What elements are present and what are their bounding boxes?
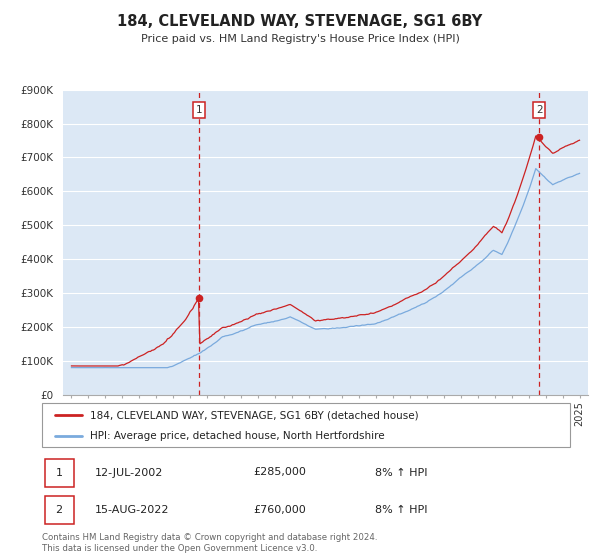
Text: 8% ↑ HPI: 8% ↑ HPI — [374, 468, 427, 478]
Text: £285,000: £285,000 — [253, 468, 306, 478]
Text: This data is licensed under the Open Government Licence v3.0.: This data is licensed under the Open Gov… — [42, 544, 317, 553]
Text: 184, CLEVELAND WAY, STEVENAGE, SG1 6BY (detached house): 184, CLEVELAND WAY, STEVENAGE, SG1 6BY (… — [89, 410, 418, 421]
Text: Contains HM Land Registry data © Crown copyright and database right 2024.: Contains HM Land Registry data © Crown c… — [42, 533, 377, 542]
Bar — [44, 496, 74, 524]
Bar — [44, 459, 74, 487]
Text: Price paid vs. HM Land Registry's House Price Index (HPI): Price paid vs. HM Land Registry's House … — [140, 34, 460, 44]
Text: 15-AUG-2022: 15-AUG-2022 — [95, 505, 169, 515]
Text: 2: 2 — [56, 505, 63, 515]
Text: 12-JUL-2002: 12-JUL-2002 — [95, 468, 163, 478]
Text: £760,000: £760,000 — [253, 505, 306, 515]
Text: 1: 1 — [196, 105, 202, 115]
Text: 8% ↑ HPI: 8% ↑ HPI — [374, 505, 427, 515]
Text: HPI: Average price, detached house, North Hertfordshire: HPI: Average price, detached house, Nort… — [89, 431, 384, 441]
Text: 184, CLEVELAND WAY, STEVENAGE, SG1 6BY: 184, CLEVELAND WAY, STEVENAGE, SG1 6BY — [118, 14, 482, 29]
Text: 1: 1 — [56, 468, 62, 478]
Text: 2: 2 — [536, 105, 542, 115]
